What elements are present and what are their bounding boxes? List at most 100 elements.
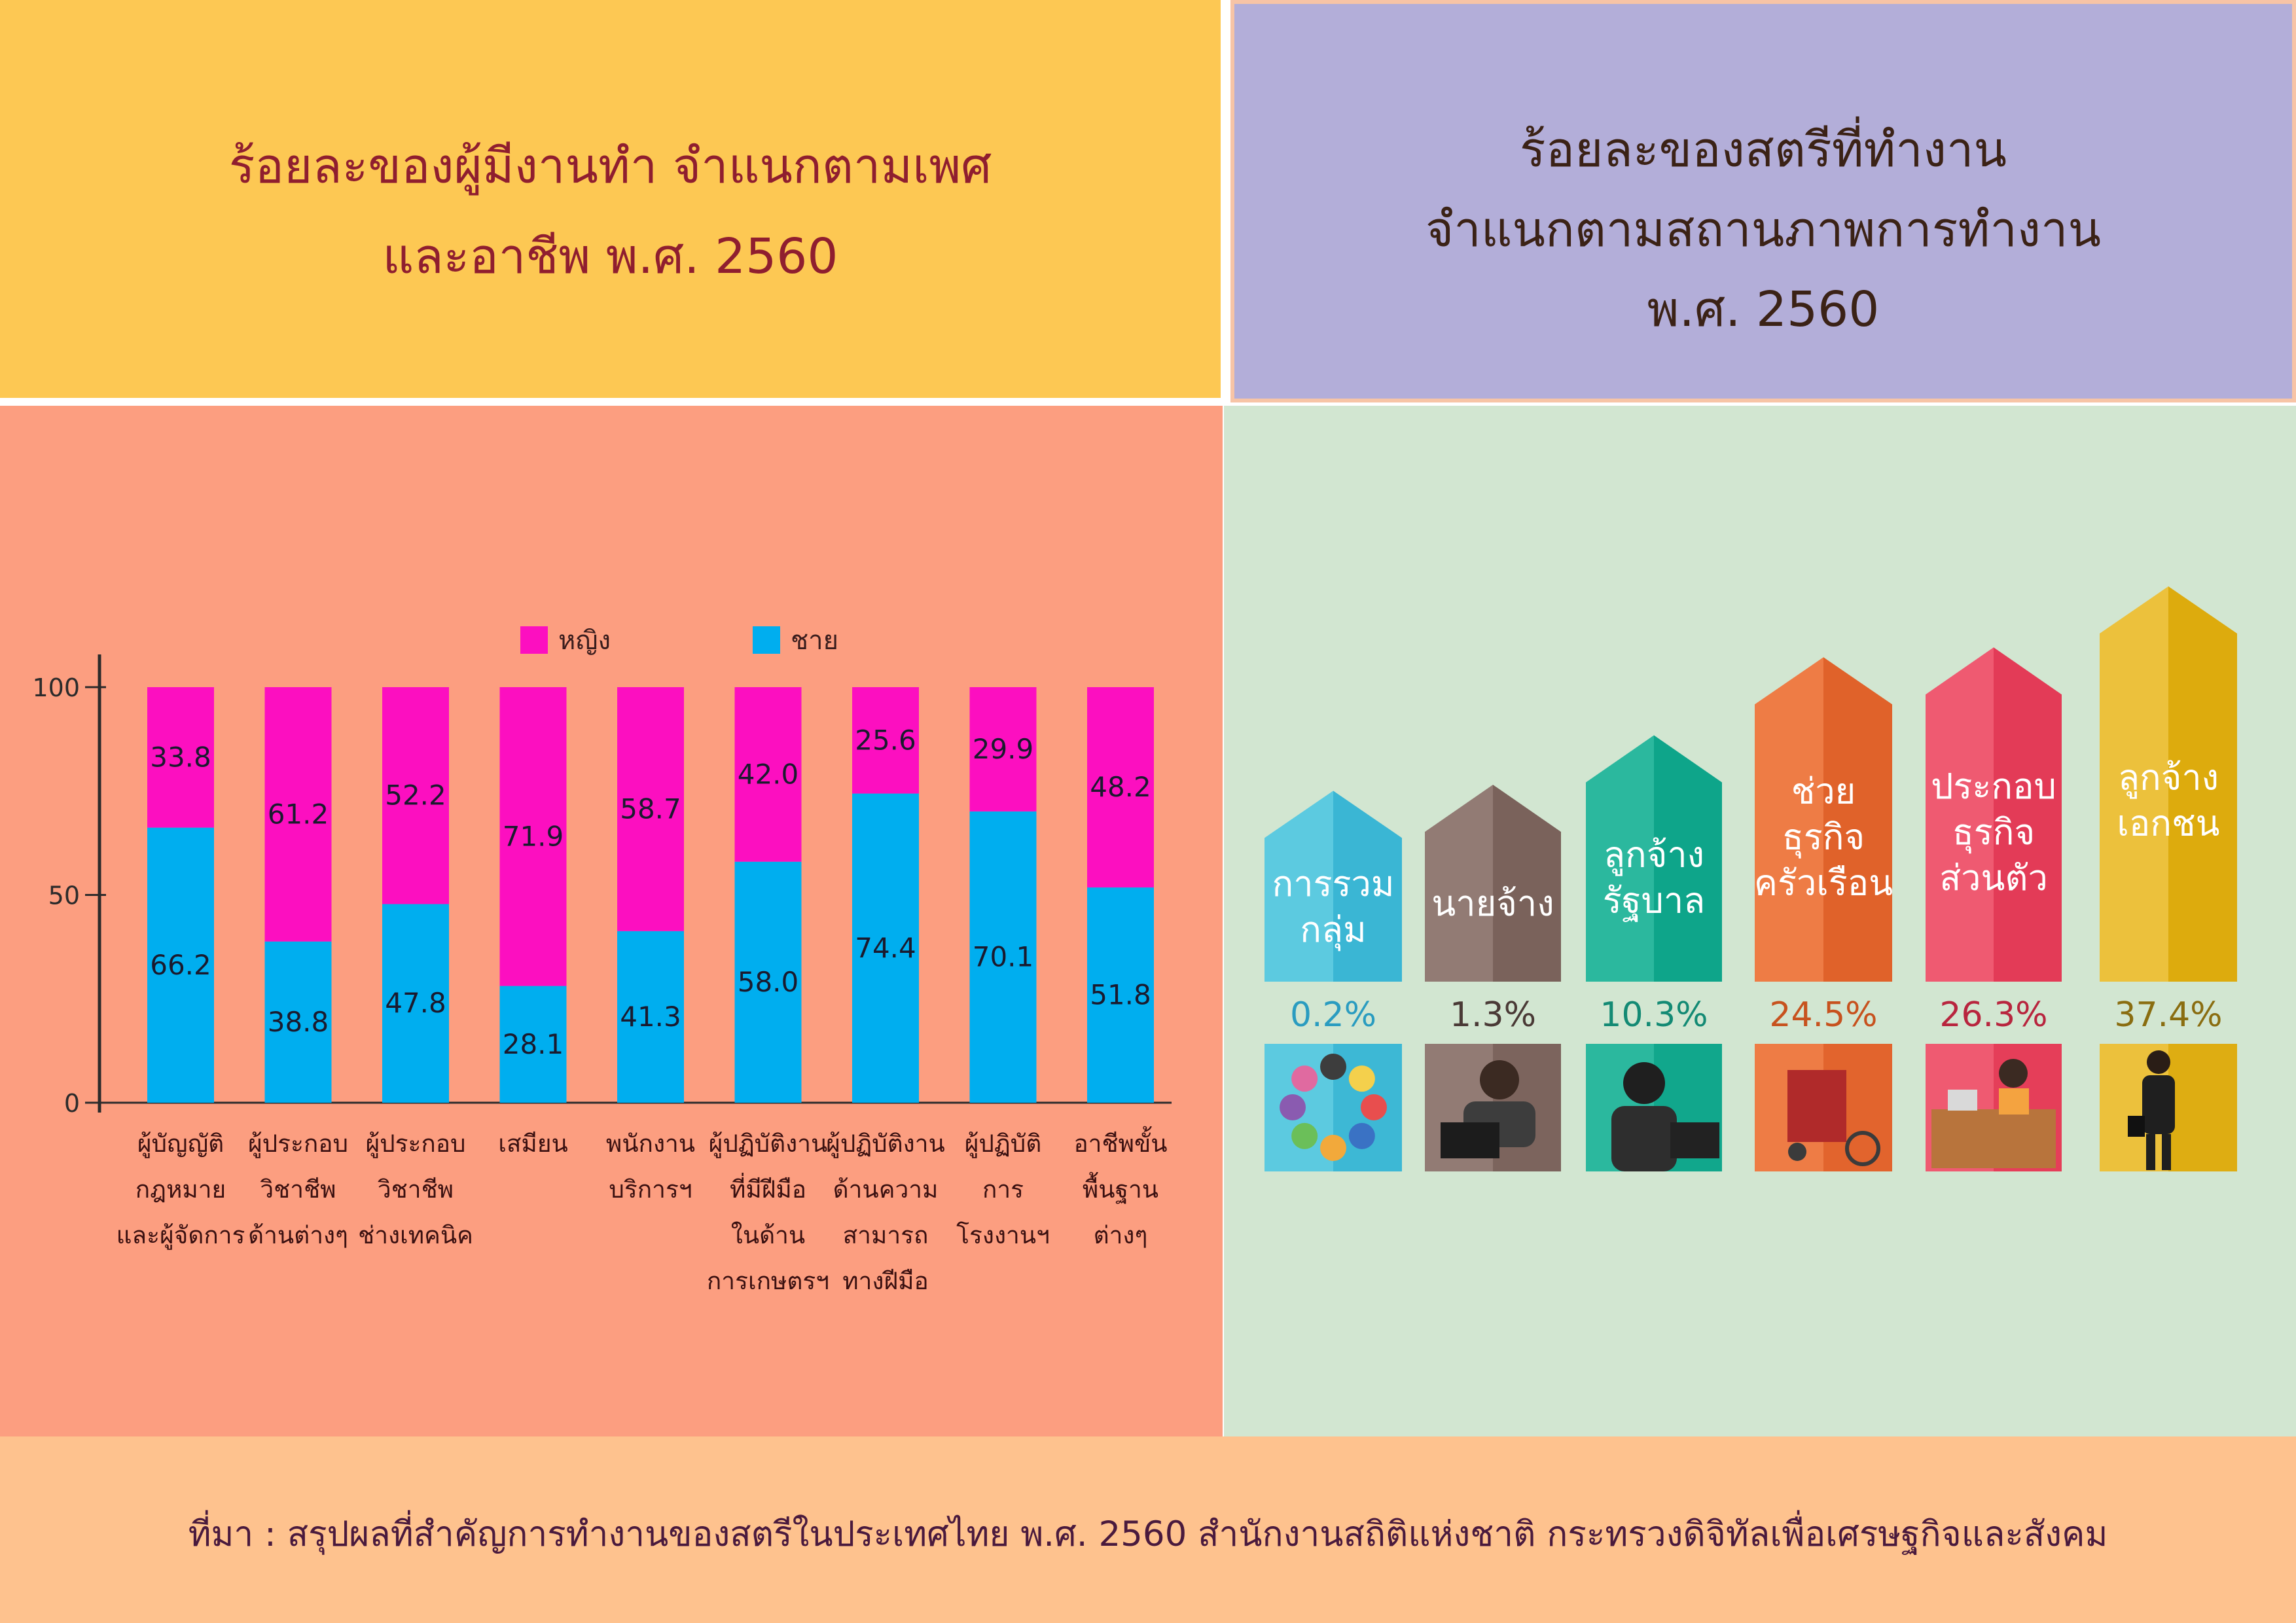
y-tick-label: 0 — [64, 1089, 80, 1118]
left-title-panel — [0, 0, 1221, 398]
category-label: ทางฝีมือ — [842, 1267, 929, 1295]
register — [1948, 1090, 1977, 1111]
source-note: ที่มา : สรุปผลที่สำคัญการทำงานของสตรีในป… — [188, 1514, 2108, 1554]
businesswoman-icon — [2100, 1044, 2237, 1171]
category-label: พื้นฐาน — [1083, 1171, 1158, 1204]
bar-female — [382, 687, 449, 904]
bar-label-female: 58.7 — [620, 793, 681, 825]
bar-male — [499, 986, 567, 1103]
category-label: กฎหมาย — [135, 1175, 226, 1204]
bar-female — [499, 687, 567, 986]
legend-swatch — [753, 626, 780, 654]
status-label: รัฐบาล — [1603, 880, 1706, 922]
category-label: และผู้จัดการ — [117, 1221, 245, 1250]
body — [2142, 1075, 2175, 1134]
bar-male — [382, 904, 449, 1103]
category-label: โรงงานฯ — [956, 1221, 1050, 1249]
category-label: ผู้ปฏิบัติงาน — [826, 1130, 945, 1158]
house-bar-right-face — [2168, 586, 2237, 982]
occupation-gender-chart: 0 50 100 หญิง ชาย 66.2 33.8 ผู้บัญญัติกฎหมายและ… — [32, 626, 1172, 1295]
bar-male — [852, 793, 919, 1103]
category-label: ด้านความ — [833, 1175, 939, 1204]
house-bar-right-face — [1994, 647, 2062, 982]
legend-swatch — [520, 626, 548, 654]
cart-body — [1787, 1070, 1846, 1142]
category-label: เสมียน — [498, 1130, 568, 1158]
bar-label-male: 38.8 — [268, 1006, 329, 1038]
person-dot — [1348, 1122, 1375, 1149]
status-label: ลูกจ้าง — [2118, 757, 2219, 798]
bar-female — [852, 687, 919, 794]
bar-male — [734, 861, 802, 1103]
status-value: 10.3% — [1600, 995, 1708, 1035]
laptop-woman-icon — [1425, 1044, 1561, 1171]
category-label: วิชาชีพ — [260, 1175, 336, 1204]
bar-label-male: 58.0 — [738, 966, 799, 998]
category-label: การเกษตรฯ — [707, 1267, 829, 1295]
category-label: ผู้ปฏิบัติงาน — [709, 1130, 828, 1158]
person-dot — [1361, 1094, 1387, 1120]
house-bar-right-face — [1493, 785, 1561, 982]
bar-label-female: 42.0 — [738, 758, 799, 790]
left-title-line-2: และอาชีพ พ.ศ. 2560 — [382, 228, 838, 285]
category-label: บริการฯ — [609, 1175, 692, 1204]
bar-female — [734, 687, 802, 862]
category-label: ที่มีฝีมือ — [730, 1172, 806, 1204]
house-bar-left-face — [1926, 647, 1994, 982]
status-label: การรวม — [1272, 863, 1395, 904]
legend-label: หญิง — [558, 626, 611, 656]
bar-label-female: 29.9 — [973, 733, 1034, 765]
person-dot — [1348, 1065, 1375, 1092]
status-label: ธุรกิจ — [1782, 817, 1865, 859]
status-value: 26.3% — [1939, 995, 2047, 1035]
status-value: 37.4% — [2114, 995, 2222, 1035]
bar-label-male: 28.1 — [503, 1028, 564, 1060]
bar-label-female: 25.6 — [855, 724, 916, 756]
bar-male — [147, 827, 214, 1103]
right-title-line-3: พ.ศ. 2560 — [1647, 281, 1880, 338]
icon-tile-shade — [2168, 1044, 2237, 1171]
right-title-line-1: ร้อยละของสตรีที่ทำงาน — [1519, 122, 2007, 178]
category-label: ต่างๆ — [1094, 1221, 1148, 1249]
status-value: 24.5% — [1769, 995, 1877, 1035]
category-label: ผู้ประกอบ — [248, 1130, 348, 1158]
right-title-line-2: จำแนกตามสถานภาพการทำงาน — [1425, 202, 2102, 258]
laptop — [1441, 1122, 1499, 1158]
bar-male — [969, 811, 1037, 1103]
status-value: 1.3% — [1450, 995, 1536, 1035]
right-chart-title: ร้อยละของสตรีที่ทำงาน จำแนกตามสถานภาพการ… — [1230, 110, 2296, 349]
person-dot — [1291, 1122, 1318, 1149]
food-cart-icon — [1755, 1044, 1892, 1171]
bar-female — [1087, 687, 1154, 888]
category-label: ผู้บัญญัติ — [137, 1130, 224, 1158]
cart-wheel — [1845, 1131, 1880, 1166]
briefcase — [2128, 1116, 2145, 1137]
category-label: วิชาชีพ — [378, 1175, 454, 1204]
head — [1999, 1059, 2028, 1088]
left-chart-title: ร้อยละของผู้มีงานทำ จำแนกตามเพศ และอาชีพ… — [0, 121, 1221, 302]
head — [1480, 1060, 1519, 1099]
house-bar-right-face — [1654, 735, 1722, 982]
house-bar-left-face — [1425, 785, 1493, 982]
category-label: ช่างเทคนิค — [358, 1221, 473, 1249]
bar-label-female: 52.2 — [385, 779, 446, 812]
body — [1611, 1106, 1677, 1171]
bar-label-female: 61.2 — [268, 798, 329, 830]
category-label: อาชีพขั้น — [1073, 1126, 1167, 1158]
laptop — [1670, 1122, 1719, 1158]
bar-female — [617, 687, 684, 931]
house-bar-right-face — [1333, 791, 1402, 982]
status-label: นายจ้าง — [1431, 883, 1554, 924]
bar-label-female: 48.2 — [1090, 771, 1151, 803]
status-label: เอกชน — [2117, 802, 2219, 844]
status-label: ประกอบ — [1931, 766, 2056, 807]
person-dot — [1320, 1135, 1346, 1161]
category-label: การ — [982, 1175, 1024, 1204]
category-label: สามารถ — [843, 1221, 929, 1249]
person-dot — [1280, 1094, 1306, 1120]
office-woman-icon — [1586, 1044, 1722, 1171]
category-label: ด้านต่างๆ — [248, 1221, 348, 1249]
category-label: ผู้ประกอบ — [365, 1130, 465, 1158]
status-label: กลุ่ม — [1300, 909, 1366, 952]
